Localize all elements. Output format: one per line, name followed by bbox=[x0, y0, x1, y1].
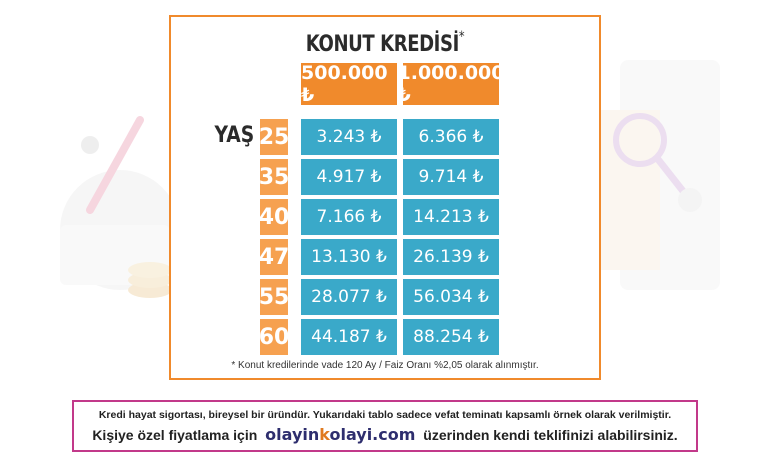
loan-table-card: KONUT KREDİSİ* 500.000 ₺ 1.000.000 ₺ YAŞ… bbox=[169, 15, 601, 380]
value-cell: 7.166 ₺ bbox=[301, 199, 397, 235]
value-cell: 6.366 ₺ bbox=[403, 119, 499, 155]
column-header-1m: 1.000.000 ₺ bbox=[397, 62, 505, 106]
value-cell: 9.714 ₺ bbox=[403, 159, 499, 195]
page-title: KONUT KREDİSİ* bbox=[210, 29, 561, 57]
value-cell: 3.243 ₺ bbox=[301, 119, 397, 155]
title-footnote-mark: * bbox=[458, 29, 465, 45]
row-label-age: YAŞ bbox=[214, 123, 255, 148]
footer-cta-suffix: üzerinden kendi teklifinizi alabilirsini… bbox=[423, 427, 678, 443]
age-cell: 25 bbox=[259, 119, 289, 155]
value-cell: 56.034 ₺ bbox=[403, 279, 499, 315]
age-cell: 47 bbox=[259, 239, 289, 275]
age-cell: 55 bbox=[259, 279, 289, 315]
age-cell: 40 bbox=[259, 199, 289, 235]
value-cell: 4.917 ₺ bbox=[301, 159, 397, 195]
value-cell: 14.213 ₺ bbox=[403, 199, 499, 235]
age-cell: 35 bbox=[259, 159, 289, 195]
value-cell: 26.139 ₺ bbox=[403, 239, 499, 275]
age-cell: 60 bbox=[259, 319, 289, 355]
value-cell: 28.077 ₺ bbox=[301, 279, 397, 315]
footer-cta: Kişiye özel fiyatlama için olayinkolayi.… bbox=[74, 425, 696, 444]
footer-cta-prefix: Kişiye özel fiyatlama için bbox=[92, 427, 258, 443]
title-text: KONUT KREDİSİ bbox=[305, 32, 460, 57]
value-cell: 88.254 ₺ bbox=[403, 319, 499, 355]
column-header-500k: 500.000 ₺ bbox=[301, 62, 397, 106]
brand-link[interactable]: olayinkolayi.com bbox=[265, 425, 416, 444]
value-cell: 13.130 ₺ bbox=[301, 239, 397, 275]
footer-disclaimer: Kredi hayat sigortası, bireysel bir ürün… bbox=[98, 409, 672, 421]
footnote: * Konut kredilerinde vade 120 Ay / Faiz … bbox=[231, 360, 539, 371]
footer-banner: Kredi hayat sigortası, bireysel bir ürün… bbox=[72, 400, 698, 452]
value-cell: 44.187 ₺ bbox=[301, 319, 397, 355]
